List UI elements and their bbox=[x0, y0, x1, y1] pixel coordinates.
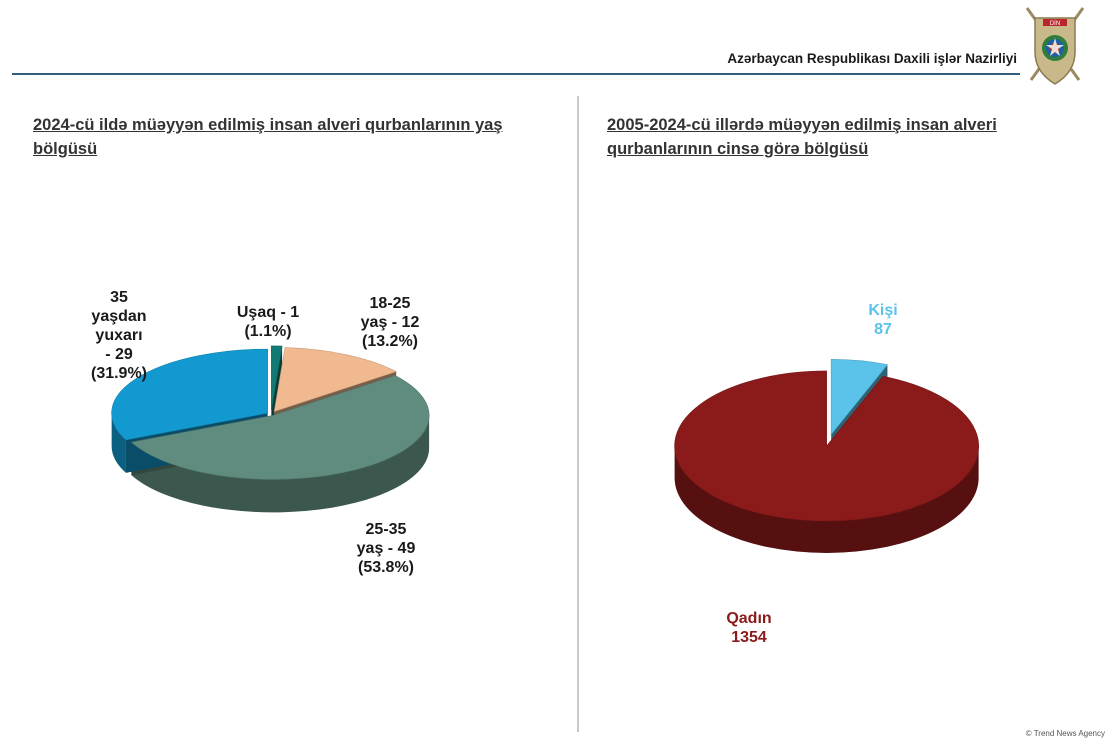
gender-slice-kisi bbox=[830, 359, 888, 436]
gender-slice-qadin bbox=[674, 370, 979, 522]
age-slice-a35_plus bbox=[111, 348, 268, 441]
gender-pie bbox=[674, 359, 979, 553]
slice-label-usaq: Uşaq - 1 (1.1%) bbox=[236, 304, 300, 340]
header-rule bbox=[12, 73, 1020, 75]
ministry-emblem-icon: DİN bbox=[1025, 7, 1085, 85]
age-slice-a18_25 bbox=[273, 347, 397, 412]
gender-slice-side-qadin bbox=[674, 445, 979, 553]
slice-label-25-35: 25-35 yaş - 49 (53.8%) bbox=[356, 521, 416, 576]
gender-chart-title: 2005-2024-cü illərdə müəyyən edilmiş ins… bbox=[607, 116, 997, 158]
slice-label-qadin: Qadın 1354 bbox=[726, 610, 772, 646]
ministry-name: Azərbaycan Respublikası Daxili işlər Naz… bbox=[727, 51, 1017, 66]
age-pie bbox=[111, 345, 430, 513]
slice-label-35-plus: 35 yaşdan yuxarı - 29 (31.9%) bbox=[90, 289, 148, 382]
age-slice-usaq bbox=[271, 345, 283, 410]
age-slice-side-a25_35 bbox=[131, 415, 430, 513]
slice-label-18-25: 18-25 yaş - 12 (13.2%) bbox=[360, 295, 420, 350]
age-chart-title: 2024-cü ildə müəyyən edilmiş insan alver… bbox=[33, 116, 503, 158]
age-slice-a25_35 bbox=[130, 375, 430, 480]
watermark: © Trend News Agency bbox=[1025, 729, 1105, 738]
slice-label-kisi: Kişi 87 bbox=[868, 302, 898, 338]
svg-text:DİN: DİN bbox=[1050, 20, 1060, 27]
panel-divider bbox=[577, 96, 579, 732]
age-slice-side-a35_plus bbox=[111, 413, 126, 473]
